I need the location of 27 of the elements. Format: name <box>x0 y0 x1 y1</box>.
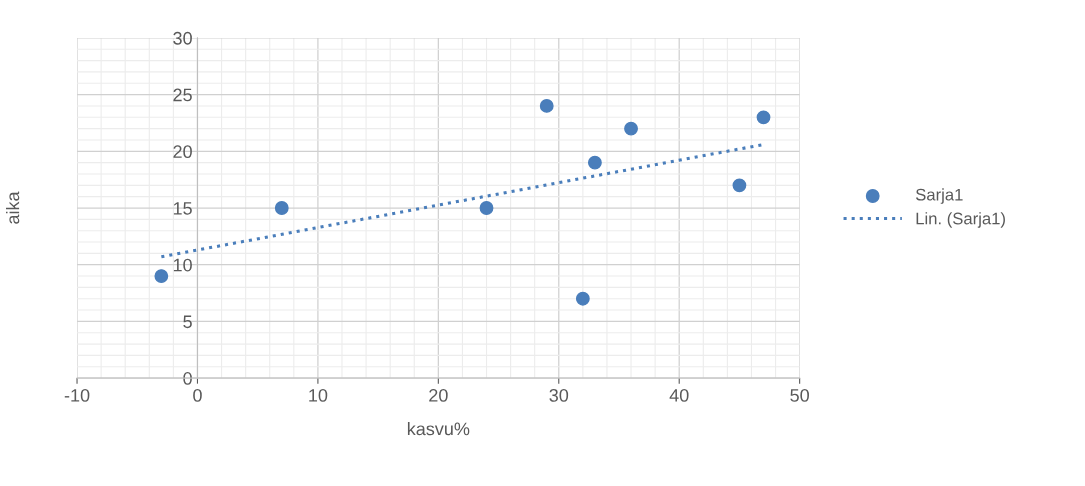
x-tick-label: 30 <box>549 389 569 402</box>
y-axis-title: aika <box>6 191 20 224</box>
legend-label: Sarja1 <box>915 188 963 204</box>
point <box>539 99 554 113</box>
y-tick-label: 15 <box>173 202 192 215</box>
x-tick-label: -10 <box>64 389 90 402</box>
x-tick-label: 50 <box>790 389 809 402</box>
x-tick-label: 20 <box>429 389 448 402</box>
point <box>575 291 590 306</box>
y-tick-label: 20 <box>173 145 192 159</box>
y-tick-label: 0 <box>183 372 192 385</box>
point <box>732 178 747 193</box>
legend-label: Lin. (Sarja1) <box>916 212 1005 228</box>
y-tick-label: 25 <box>173 88 192 102</box>
x-axis-title: kasvu% <box>407 422 470 436</box>
x-tick-label: 0 <box>193 389 202 402</box>
point <box>624 121 638 136</box>
x-tick-label: 40 <box>669 389 689 402</box>
point <box>274 201 289 215</box>
point <box>479 201 494 215</box>
y-tick-label: 5 <box>183 315 192 329</box>
y-tick-label: 30 <box>173 31 192 45</box>
point <box>154 269 169 283</box>
point <box>756 110 771 125</box>
y-tick-label: 10 <box>173 258 192 272</box>
x-tick-label: 10 <box>309 389 328 402</box>
point <box>587 155 602 170</box>
